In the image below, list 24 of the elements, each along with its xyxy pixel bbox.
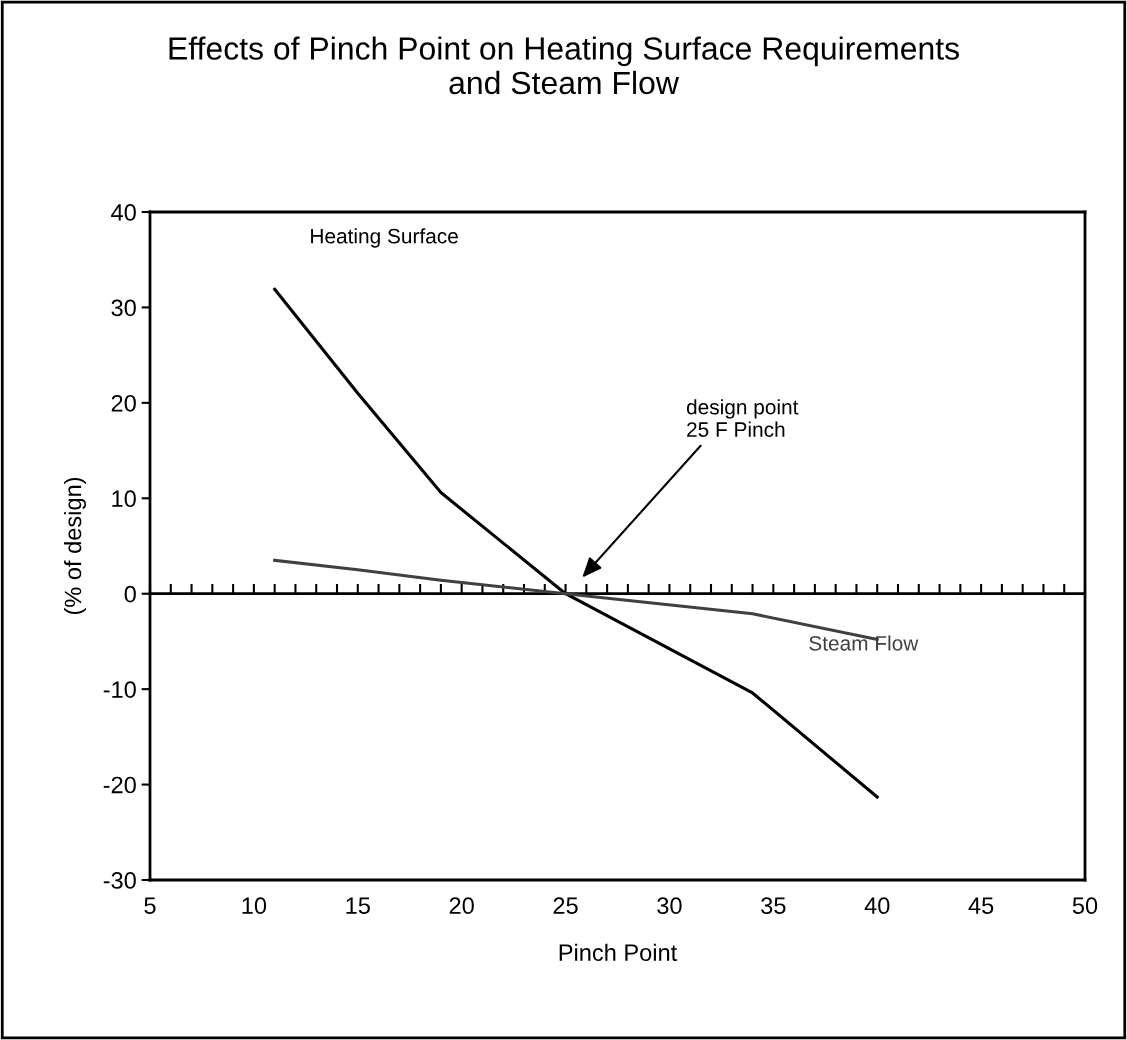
y-tick-label: -20	[103, 776, 136, 794]
y-tick-label: 40	[111, 204, 136, 221]
text: Heating Surface	[311, 228, 458, 248]
series-label: Steam Flow	[809, 635, 919, 651]
x-tick-label: 45	[968, 897, 994, 915]
y-tick-label: -10	[103, 681, 136, 698]
x-tick-label: 40	[864, 897, 890, 915]
y-tick-label: 10	[112, 490, 136, 508]
y-tick-label: 20	[111, 394, 136, 412]
y-tick-label: 30	[111, 299, 136, 317]
x-tick-label: 5	[144, 897, 156, 915]
x-tick-label: 30	[657, 897, 682, 915]
x-axis-title: Pinch Point	[559, 943, 678, 962]
y-tick-label: 0	[124, 585, 136, 603]
x-tick-label: 35	[761, 897, 786, 915]
x-tick-label: 20	[449, 897, 474, 915]
x-tick-label: 15	[346, 897, 370, 915]
chart-title: Effects of Pinch Point on Heating Surface Requirements and Steam Flow	[169, 36, 959, 95]
x-tick-label: 25	[553, 897, 578, 915]
x-tick-label: 50	[1072, 897, 1098, 915]
y-tick-label: -30	[103, 872, 136, 889]
annotation: design point 25 F Pinch	[686, 399, 799, 437]
y-axis-title: (% of design)	[64, 477, 87, 615]
x-tick-label: 10	[242, 897, 267, 915]
